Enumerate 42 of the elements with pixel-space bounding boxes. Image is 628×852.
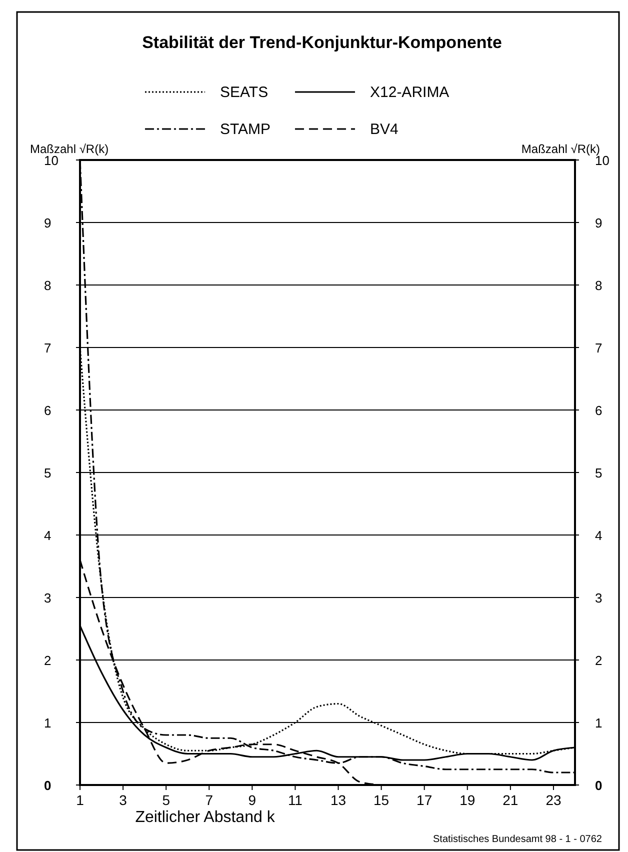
y-tick-label: 7 bbox=[44, 340, 52, 356]
legend-label: X12-ARIMA bbox=[370, 84, 450, 101]
y2-tick-label: 1 bbox=[595, 716, 602, 730]
y-tick-label: 1 bbox=[44, 716, 52, 730]
x-tick-label: 7 bbox=[205, 792, 214, 808]
y2-tick-label: 9 bbox=[595, 216, 602, 230]
y2-tick-label: 4 bbox=[595, 528, 602, 543]
x-tick-label: 3 bbox=[119, 792, 128, 808]
chart-title: Stabilität der Trend-Konjunktur-Komponente bbox=[142, 33, 502, 52]
legend-label: SEATS bbox=[220, 84, 268, 101]
x-tick-label: 15 bbox=[374, 792, 390, 808]
x-tick-label: 1 bbox=[76, 792, 84, 808]
y-tick-label: 0 bbox=[44, 778, 52, 793]
y2-tick-label: 5 bbox=[595, 466, 602, 480]
y-tick-label: 6 bbox=[44, 403, 52, 418]
x-tick-label: 11 bbox=[288, 792, 303, 808]
y-tick-label: 3 bbox=[44, 590, 52, 606]
x-tick-label: 17 bbox=[416, 792, 432, 808]
y2-tick-label: 3 bbox=[595, 590, 602, 606]
y2-tick-label: 6 bbox=[595, 403, 602, 418]
x-tick-label: 13 bbox=[330, 792, 346, 808]
y2-tick-label: 2 bbox=[595, 653, 602, 668]
x-tick-label: 21 bbox=[502, 792, 518, 808]
y2-axis-title: Maßzahl √R(k) bbox=[521, 142, 600, 156]
y-tick-label: 8 bbox=[44, 278, 52, 293]
y2-tick-label: 7 bbox=[595, 340, 602, 356]
x-tick-label: 5 bbox=[162, 792, 170, 808]
x-tick-label: 9 bbox=[248, 792, 256, 808]
y2-tick-label: 8 bbox=[595, 278, 602, 293]
y-tick-label: 9 bbox=[44, 216, 52, 230]
y-tick-label: 4 bbox=[44, 528, 52, 543]
y-tick-label: 2 bbox=[44, 653, 52, 668]
text: Statistisches Bundesamt 98 - 1 - 0762 bbox=[433, 834, 602, 845]
y-tick-label: 5 bbox=[44, 466, 52, 480]
y2-tick-label: 0 bbox=[595, 778, 602, 793]
legend-label: STAMP bbox=[220, 121, 271, 138]
legend-label: BV4 bbox=[370, 121, 398, 138]
x-axis-title: Zeitlicher Abstand k bbox=[135, 809, 276, 826]
x-tick-label: 19 bbox=[460, 792, 476, 808]
y-tick-label: 10 bbox=[44, 153, 58, 168]
y-axis-title: Maßzahl √R(k) bbox=[30, 142, 109, 156]
x-tick-label: 23 bbox=[546, 792, 562, 808]
